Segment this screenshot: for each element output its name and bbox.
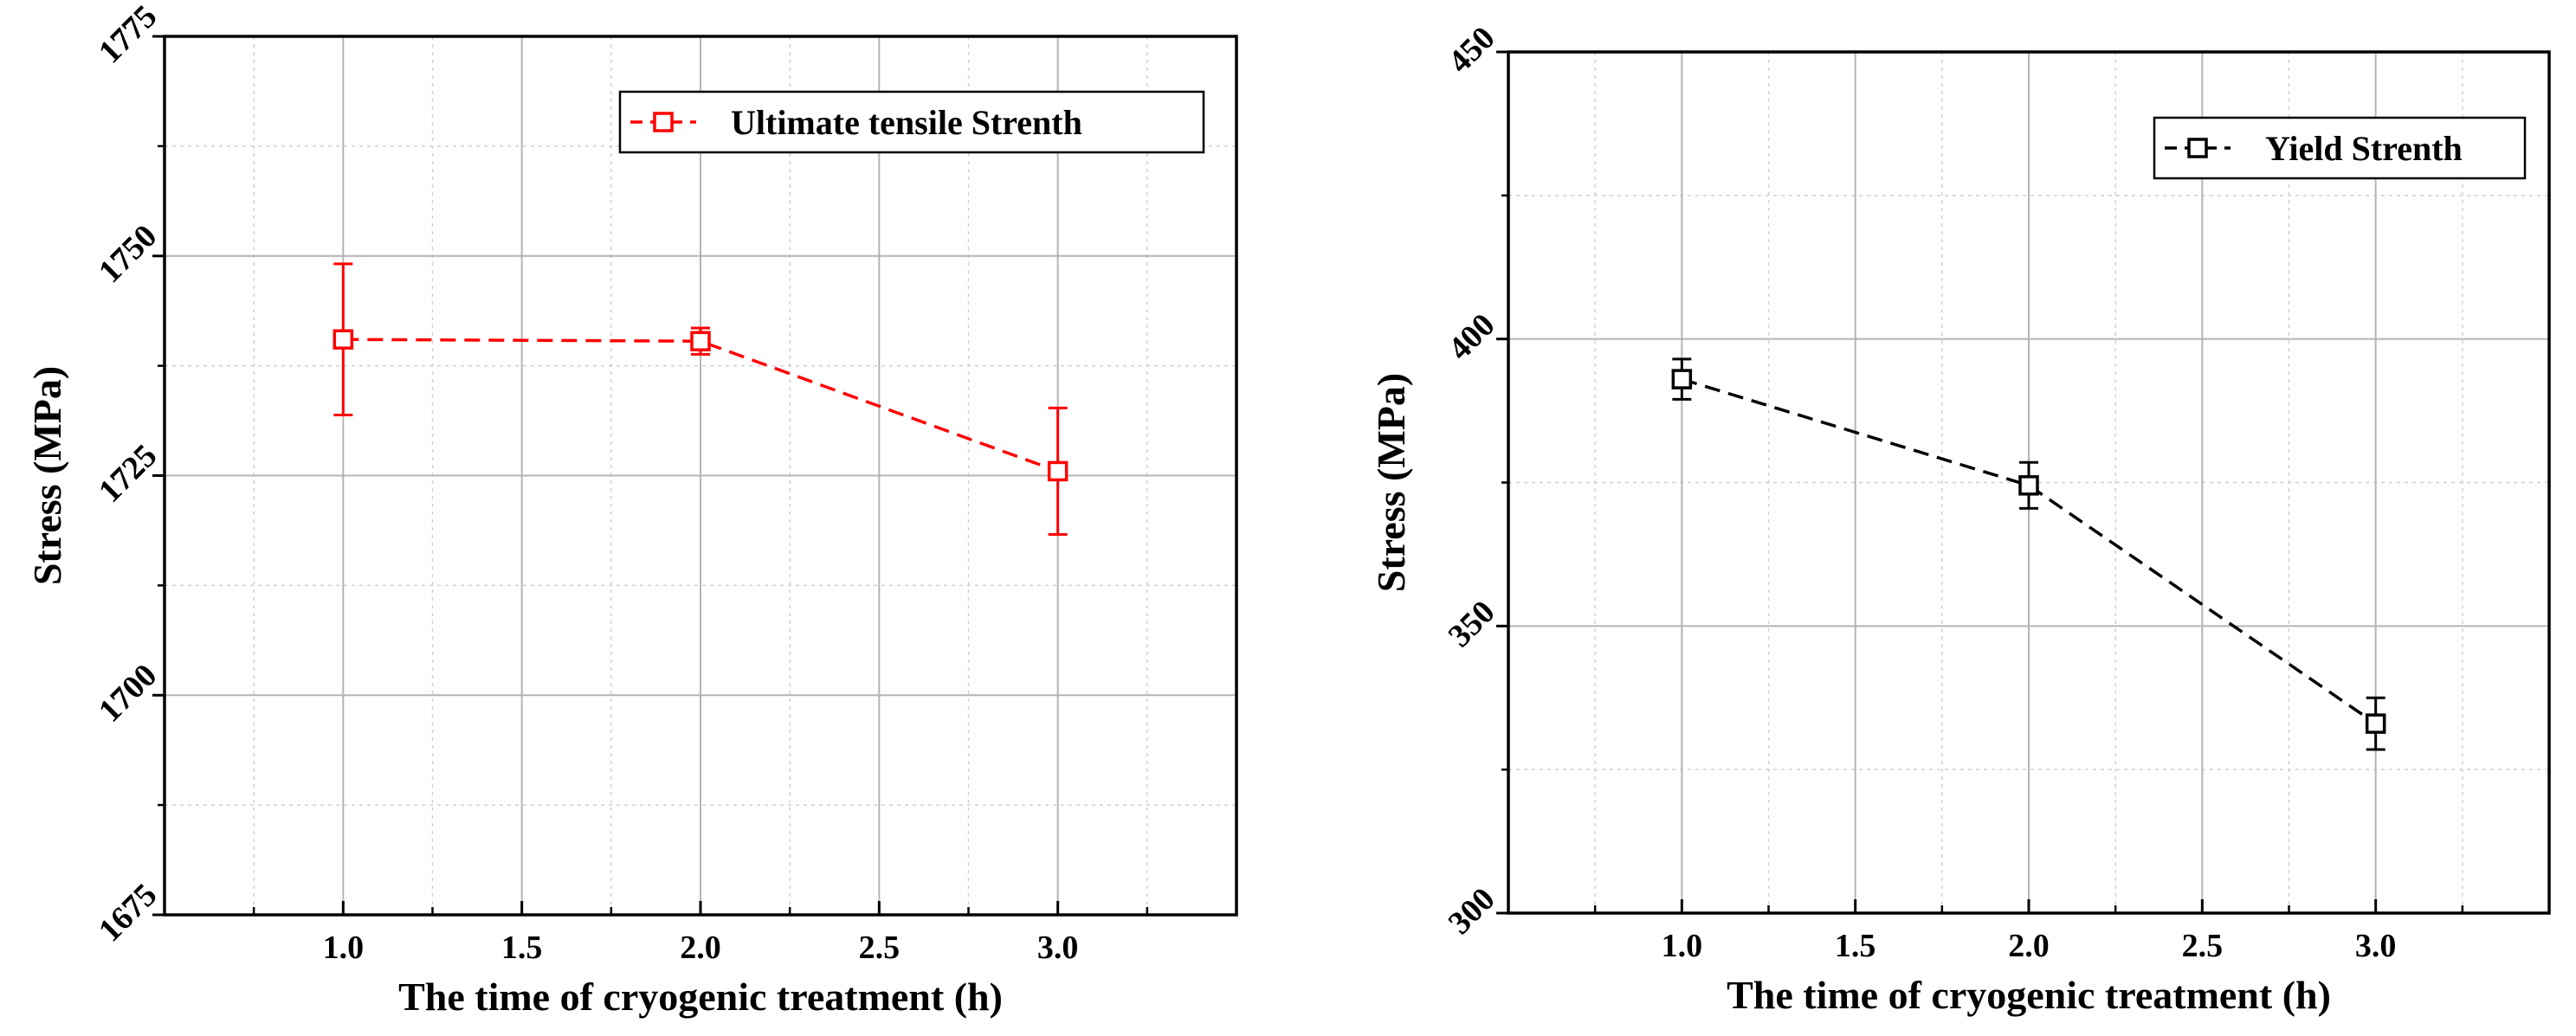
y-axis-title: Stress (MPa) (25, 366, 69, 585)
x-tick-label: 2.0 (680, 930, 721, 966)
y-tick-label: 1725 (92, 437, 164, 509)
y-tick-label: 1675 (92, 877, 164, 949)
legend-marker (2187, 138, 2208, 158)
data-point (1047, 460, 1068, 482)
legend-label: Ultimate tensile Strenth (731, 103, 1082, 142)
gridlines (1508, 52, 2549, 913)
legend-box (2153, 116, 2527, 180)
data-point (2365, 713, 2386, 734)
data-point (332, 329, 354, 350)
x-axis-title: The time of cryogenic treatment (h) (398, 975, 1003, 1019)
legend: Yield Strenth (2153, 116, 2527, 180)
x-tick-label: 2.0 (2008, 928, 2050, 964)
y-tick-label: 1750 (92, 218, 164, 290)
x-tick-label: 1.5 (1835, 928, 1876, 964)
data-point (690, 331, 711, 351)
series-1 (1671, 357, 2386, 751)
x-tick-label: 3.0 (2355, 928, 2397, 964)
legend-label: Yield Strenth (2265, 129, 2463, 168)
gridlines (165, 36, 1236, 915)
legend: Ultimate tensile Strenth (618, 90, 1205, 154)
series-1 (332, 262, 1068, 537)
x-tick-label: 1.5 (501, 930, 543, 966)
x-tick-label: 1.0 (323, 930, 365, 966)
x-tick-label: 3.0 (1037, 930, 1079, 966)
legend-marker (653, 112, 674, 132)
x-tick-label: 1.0 (1662, 928, 1703, 964)
legend-box (618, 90, 1205, 154)
y-tick-label: 350 (1442, 594, 1502, 654)
series-line (1681, 377, 2377, 725)
y-tick-label: 400 (1442, 306, 1502, 367)
y-tick-label: 450 (1442, 20, 1502, 80)
x-tick-label: 2.5 (2182, 928, 2224, 964)
chart-2: 1.0 1.5 2.0 2.5 3.0 300 350 400 450 The time of c… (1369, 20, 2551, 1017)
y-axis-title: Stress (MPa) (1369, 373, 1413, 592)
series-line (343, 338, 1059, 473)
data-point (1671, 369, 1693, 389)
y-tick-label: 1700 (92, 657, 164, 729)
x-axis-title: The time of cryogenic treatment (h) (1727, 973, 2331, 1017)
y-tick-label: 300 (1442, 881, 1502, 942)
x-tick-label: 2.5 (859, 930, 901, 966)
data-point (2018, 475, 2039, 496)
